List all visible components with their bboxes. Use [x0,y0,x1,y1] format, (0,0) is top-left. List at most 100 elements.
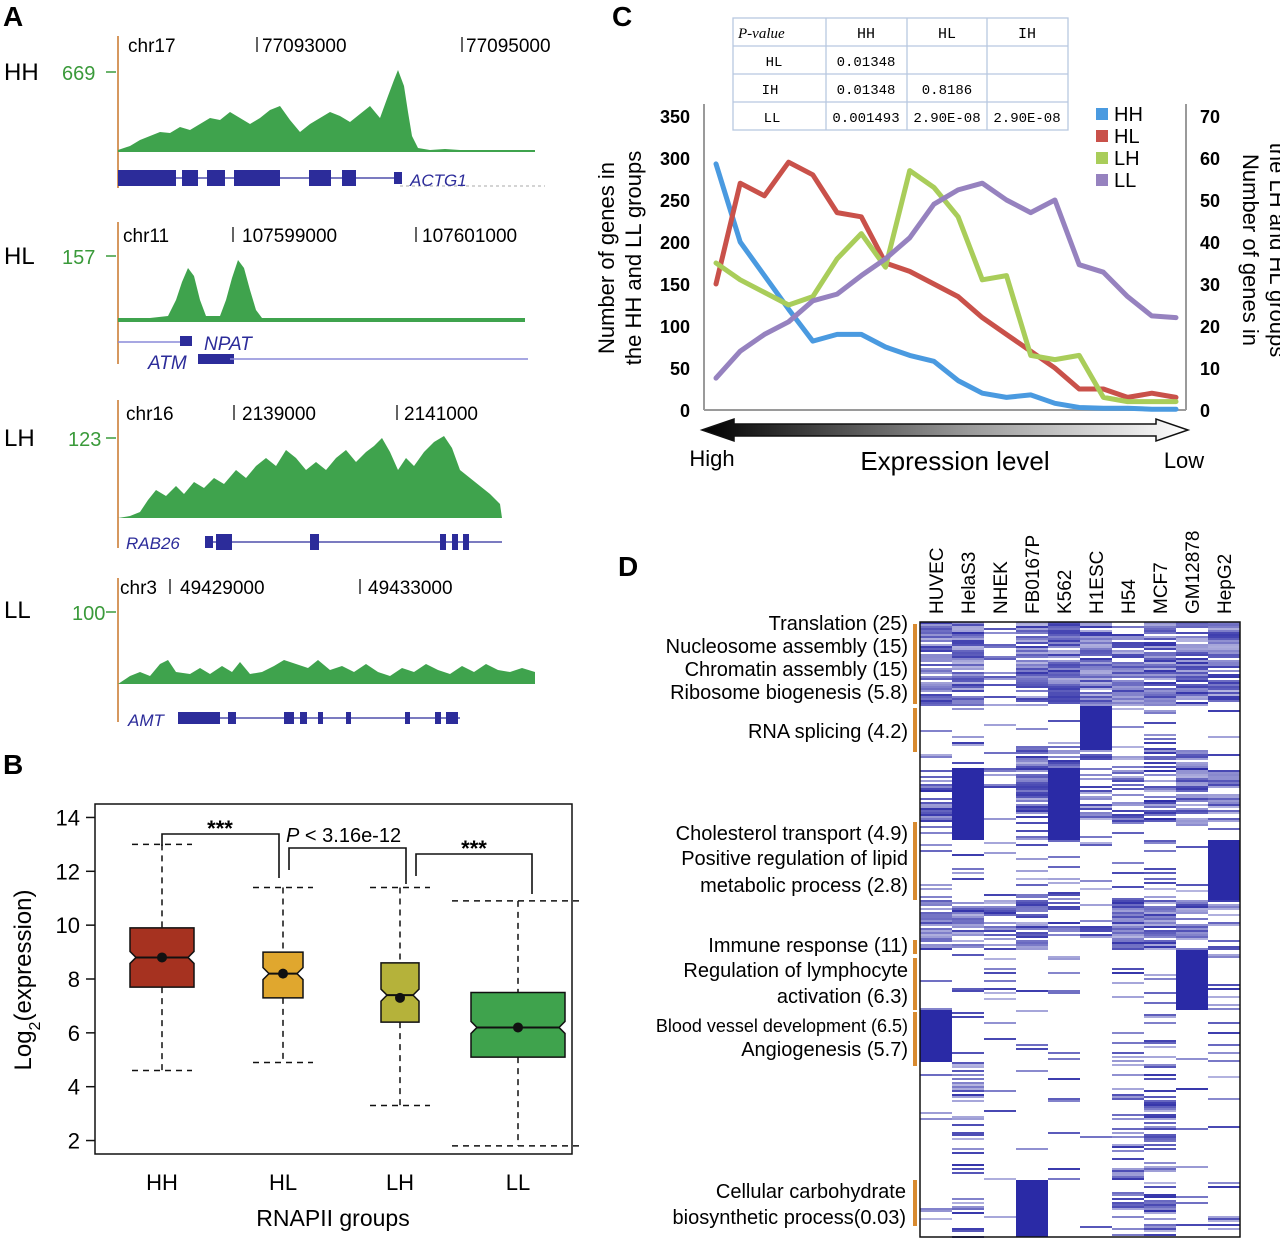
heatmap-cell [1208,778,1240,780]
heatmap-cell [920,790,952,792]
heatmap-cell [1208,686,1240,688]
table-row-label: HL [766,55,783,71]
heatmap-cell [920,888,952,890]
heatmap-cell [1112,666,1144,668]
heatmap-cell [952,918,984,920]
heatmap-cell [1144,912,1176,914]
heatmap-cell [1112,652,1144,654]
signal-profile [118,260,525,322]
heatmap-cell [1048,636,1080,638]
heatmap-cell [1176,790,1208,792]
heatmap-cell [952,1206,984,1208]
track-group-label: LH [4,425,35,452]
right-tick-label: 0 [1200,401,1210,421]
heatmap-cell [952,920,984,922]
heatmap-cell [1080,684,1112,686]
heatmap-cell [1176,684,1208,686]
heatmap-cell [1112,688,1144,690]
go-term: Cholesterol transport (4.9) [676,823,908,845]
left-tick-label: 100 [660,317,690,337]
heatmap-cell [1176,788,1208,790]
heatmap-cell [1048,898,1080,900]
track-pos1: 2139000 [242,404,316,425]
heatmap-cell [1176,694,1208,696]
right-tick-label: 50 [1200,191,1220,211]
heatmap-cell [1016,628,1048,630]
heatmap-cell [1080,662,1112,664]
pvalue-table: P-value HH HL IH HL 0.01348 IH 0.01348 0… [732,17,1069,131]
heatmap-cell [1016,746,1048,748]
heatmap-cell [952,702,984,704]
left-y-axis-label-1: Number of genes in [594,162,619,354]
heatmap-cell [1016,942,1048,944]
heatmap-cell [1144,700,1176,702]
heatmap-cell [1048,670,1080,672]
heatmap-cell [952,646,984,648]
heatmap-cell [1176,798,1208,800]
heatmap-cell [1176,890,1208,892]
heatmap-cell [1112,1168,1144,1170]
heatmap-cell [1048,866,1080,868]
heatmap-cell [1016,652,1048,654]
heatmap-cell [1176,672,1208,674]
heatmap-cell [1176,820,1208,822]
heatmap-cell [1144,842,1176,844]
right-y-axis-label-1: Number of genes in [1238,154,1263,346]
heatmap-cell [984,852,1016,854]
heatmap-cell [1144,678,1176,680]
significance-stars: *** [207,816,233,841]
low-label: Low [1164,448,1204,473]
heatmap-cell [1144,742,1176,744]
heatmap-cell [920,754,952,756]
heatmap-cell [1112,1088,1144,1090]
heatmap-cell [952,1118,984,1120]
heatmap-cell [920,914,952,916]
heatmap-cell [1112,692,1144,694]
heatmap-cell [1016,624,1048,626]
heatmap-cell [1112,1146,1144,1148]
panel-label-d: D [618,551,638,582]
heatmap-cell [984,1090,1016,1092]
heatmap-cell [1112,1128,1144,1130]
heatmap-cell [920,1208,952,1210]
heatmap-cell [1112,908,1144,910]
heatmap-cell [1176,690,1208,692]
heatmap-cell [1112,1234,1144,1236]
heatmap-cell [1208,640,1240,642]
heatmap-cell [1208,1224,1240,1226]
heatmap-cell [1016,786,1048,788]
heatmap-cell [1112,634,1144,636]
heatmap-cell [952,634,984,636]
heatmap-cell [1048,720,1080,722]
heatmap-cell [1016,896,1048,898]
heatmap-cell [1048,742,1080,744]
heatmap-cell [1080,678,1112,680]
heatmap-cell [1144,878,1176,880]
heatmap-cell [1048,882,1080,884]
heatmap-cell [1112,972,1144,974]
heatmap-cell [1144,628,1176,630]
heatmap-cell [1112,746,1144,748]
heatmap-cell [1080,758,1112,760]
y-tick-label: 6 [68,1021,80,1046]
heatmap-cell [952,632,984,634]
heatmap-cell [1176,906,1208,908]
heatmap-cell [920,920,952,922]
heatmap-cell [1112,934,1144,936]
heatmap-cell [1144,752,1176,754]
heatmap-cell [1208,988,1240,990]
heatmap-cell [1112,910,1144,912]
heatmap-cell [1144,1208,1176,1210]
table-header: HL [938,26,956,43]
heatmap-cell [952,680,984,682]
heatmap-cell [1112,920,1144,922]
heatmap-cell [1016,664,1048,666]
heatmap-cell [1016,682,1048,684]
heatmap-cell [1112,1178,1144,1180]
heatmap-cell [984,696,1016,698]
heatmap-cell [1144,1186,1176,1188]
heatmap-cell [952,762,984,764]
heatmap-cell [1112,1228,1144,1230]
heatmap-cell [1144,900,1176,902]
heatmap-cell [1208,776,1240,778]
